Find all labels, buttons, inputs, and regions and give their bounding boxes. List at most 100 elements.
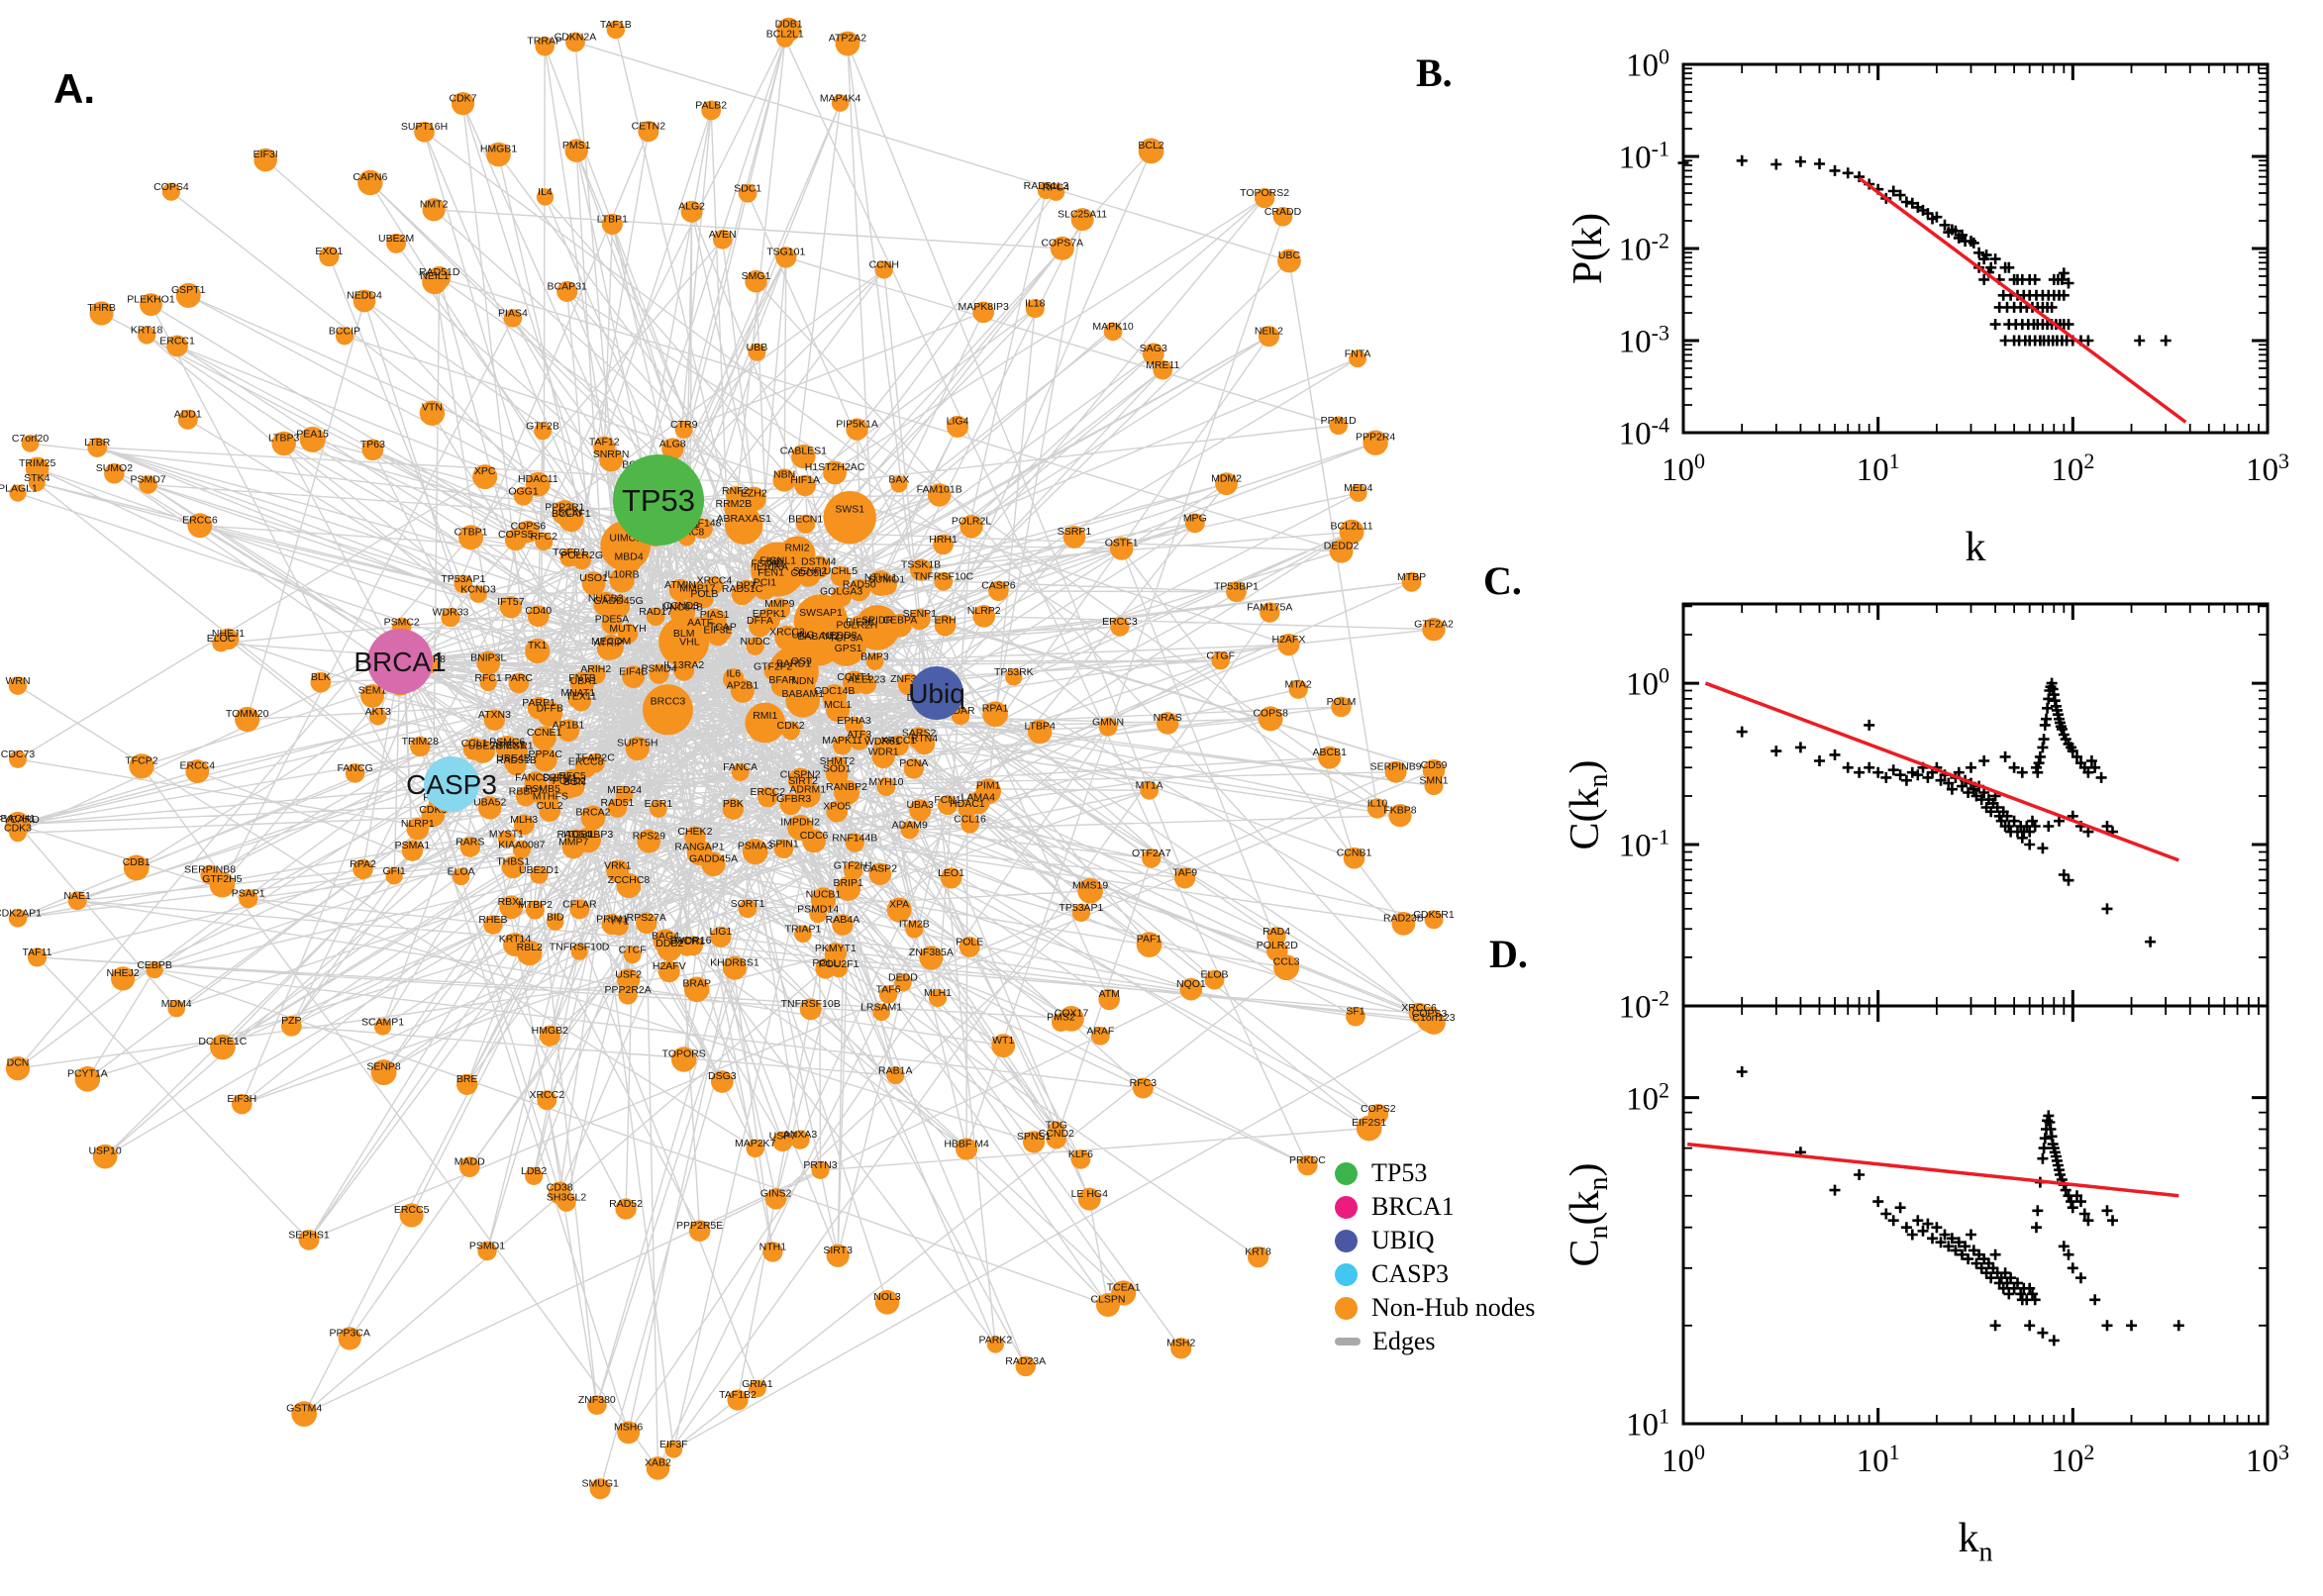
svg-text:KHDRBS1: KHDRBS1 xyxy=(710,956,759,968)
svg-text:CDK5R1: CDK5R1 xyxy=(1413,909,1455,921)
svg-text:TRRAP: TRRAP xyxy=(527,36,562,48)
svg-text:MRE11: MRE11 xyxy=(1146,359,1179,371)
svg-text:RPA2: RPA2 xyxy=(350,858,376,870)
legend-dot-icon xyxy=(1335,1161,1358,1185)
svg-text:TRIAP1: TRIAP1 xyxy=(785,923,822,935)
svg-text:TOP3A: TOP3A xyxy=(829,632,862,644)
hub-node-Ubiq xyxy=(910,666,963,720)
svg-text:SMGR1: SMGR1 xyxy=(496,740,534,751)
svg-text:RBL2: RBL2 xyxy=(517,942,543,953)
svg-text:PYCR1: PYCR1 xyxy=(670,936,705,948)
svg-text:SEM1: SEM1 xyxy=(358,685,387,697)
xtick-d-10e0: 100 xyxy=(1662,1440,1705,1479)
svg-text:MTBP2: MTBP2 xyxy=(518,899,553,911)
svg-text:NAE1: NAE1 xyxy=(63,890,91,902)
svg-text:TAF12: TAF12 xyxy=(589,436,620,448)
svg-text:CEBPB: CEBPB xyxy=(137,959,172,971)
svg-text:KRT8: KRT8 xyxy=(1245,1247,1271,1258)
ylabel-c: C(kn) xyxy=(1562,759,1615,850)
svg-text:NEIL1: NEIL1 xyxy=(420,270,449,282)
svg-text:SENP2: SENP2 xyxy=(793,565,828,577)
svg-text:ERCC5: ERCC5 xyxy=(394,1204,430,1216)
plot-d xyxy=(1681,1004,2270,1426)
svg-text:BGN: BGN xyxy=(563,776,586,788)
svg-text:TNFRSF10B: TNFRSF10B xyxy=(781,998,841,1010)
legend-label: BRCA1 xyxy=(1371,1192,1455,1221)
svg-text:RMI2: RMI2 xyxy=(784,542,809,553)
svg-text:LRSAM1: LRSAM1 xyxy=(860,1002,902,1014)
svg-text:RAB4A: RAB4A xyxy=(826,914,859,926)
svg-text:PZP: PZP xyxy=(281,1015,301,1027)
hub-label-CASP3: CASP3 xyxy=(406,769,497,800)
svg-text:SIRT3: SIRT3 xyxy=(823,1245,853,1256)
svg-text:RRM2B: RRM2B xyxy=(716,498,753,510)
svg-text:MED24: MED24 xyxy=(607,784,642,796)
svg-text:CRADD: CRADD xyxy=(1264,206,1302,218)
svg-text:CD59: CD59 xyxy=(1421,759,1448,771)
svg-text:RFC5: RFC5 xyxy=(558,770,586,782)
svg-text:MT1A: MT1A xyxy=(1136,780,1163,792)
svg-text:MTBP: MTBP xyxy=(1397,571,1426,583)
svg-text:DEDD: DEDD xyxy=(888,972,918,984)
svg-text:TRIM25: TRIM25 xyxy=(19,457,56,469)
svg-text:EIF3B: EIF3B xyxy=(846,617,874,629)
svg-text:HMGB1: HMGB1 xyxy=(480,144,518,155)
svg-text:MSH2: MSH2 xyxy=(1166,1338,1195,1349)
legend-item-edges: Edges xyxy=(1335,1325,1535,1358)
svg-text:PMS2: PMS2 xyxy=(1047,1012,1075,1024)
svg-text:CCL3: CCL3 xyxy=(1273,956,1300,968)
svg-text:BCLAF1: BCLAF1 xyxy=(552,508,591,520)
svg-text:COPS7A: COPS7A xyxy=(1041,237,1083,249)
svg-text:TRIM28: TRIM28 xyxy=(402,736,440,748)
svg-text:PCYT1A: PCYT1A xyxy=(67,1067,108,1079)
svg-text:SUPT16H: SUPT16H xyxy=(401,121,448,133)
svg-text:BNIP3L: BNIP3L xyxy=(470,651,506,663)
svg-text:UBE2I: UBE2I xyxy=(468,740,498,751)
svg-text:MMP7: MMP7 xyxy=(558,837,588,848)
svg-text:DDB2: DDB2 xyxy=(656,938,683,949)
svg-text:LTBP1: LTBP1 xyxy=(597,213,628,225)
svg-text:UBA52: UBA52 xyxy=(473,797,506,809)
svg-text:POLR2H: POLR2H xyxy=(836,620,877,632)
svg-text:WDR61: WDR61 xyxy=(864,736,901,748)
svg-text:NMT2: NMT2 xyxy=(420,198,449,210)
svg-text:PSMA1: PSMA1 xyxy=(395,840,431,851)
svg-text:MTHFS: MTHFS xyxy=(533,791,568,803)
network-hubs: TP53 BRCA1 CASP3 Ubiq xyxy=(354,454,965,812)
svg-text:PCNA: PCNA xyxy=(899,757,928,769)
svg-text:RAD52: RAD52 xyxy=(609,1198,643,1210)
svg-text:PRTN3: PRTN3 xyxy=(803,1159,837,1171)
svg-text:ZCCHC8: ZCCHC8 xyxy=(608,874,651,886)
svg-text:FANCA: FANCA xyxy=(723,761,758,773)
svg-text:TP53AP1: TP53AP1 xyxy=(1059,902,1103,914)
svg-text:DCLRE1C: DCLRE1C xyxy=(198,1036,247,1047)
svg-text:KRT18: KRT18 xyxy=(131,325,163,337)
svg-text:ATXN3: ATXN3 xyxy=(478,709,511,721)
svg-text:FANCD2: FANCD2 xyxy=(515,771,556,783)
xtick-d-10e3: 103 xyxy=(2246,1440,2289,1479)
svg-text:EGR1: EGR1 xyxy=(645,798,673,810)
legend-item-tp53: TP53 xyxy=(1335,1156,1535,1190)
svg-text:USP10: USP10 xyxy=(88,1146,121,1157)
svg-text:UNG: UNG xyxy=(791,629,814,641)
svg-text:GSTM4: GSTM4 xyxy=(286,1403,322,1415)
svg-text:IL6: IL6 xyxy=(727,668,742,680)
svg-text:CASP6: CASP6 xyxy=(981,580,1016,592)
svg-text:RPA1: RPA1 xyxy=(982,703,1009,715)
svg-text:DSG3: DSG3 xyxy=(708,1070,737,1082)
svg-text:PPP3R1: PPP3R1 xyxy=(545,501,584,513)
plot-c xyxy=(1681,602,2270,1008)
svg-text:FCN1: FCN1 xyxy=(934,794,961,806)
svg-text:CD40: CD40 xyxy=(525,605,552,617)
svg-text:SDC1: SDC1 xyxy=(734,182,761,194)
legend-dot-icon xyxy=(1335,1229,1358,1252)
svg-text:FIGNL1: FIGNL1 xyxy=(759,554,796,566)
svg-text:EIF3I: EIF3I xyxy=(253,149,278,160)
svg-text:RFC2: RFC2 xyxy=(531,531,558,543)
svg-text:BRE: BRE xyxy=(456,1073,478,1085)
ytick-b-10e-4: 10-4 xyxy=(1618,412,1669,452)
svg-text:GINS2: GINS2 xyxy=(760,1188,792,1200)
svg-text:LIG4: LIG4 xyxy=(947,416,969,428)
legend-item-non-hub-nodes: Non-Hub nodes xyxy=(1335,1291,1535,1325)
